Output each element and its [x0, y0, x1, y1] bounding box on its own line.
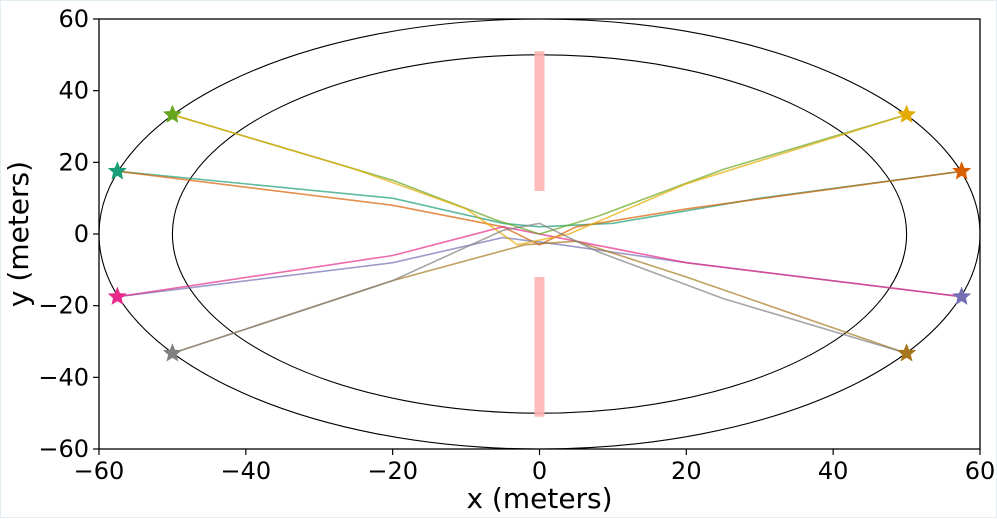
y-tick-label-6: 60 — [58, 5, 89, 33]
trajectories — [117, 113, 962, 355]
y-tick-label-4: 20 — [58, 148, 89, 176]
trajectory-6 — [172, 113, 907, 246]
trajectory-8 — [172, 222, 907, 355]
obstacle-bar-2 — [534, 277, 545, 417]
obstacle-bar-1 — [534, 51, 545, 191]
obstacles — [534, 51, 545, 417]
trajectory-2 — [117, 170, 962, 246]
y-tick-label-5: 40 — [58, 77, 89, 105]
y-tick-label-1: −40 — [38, 363, 89, 391]
start-star-5 — [162, 104, 183, 123]
start-star-2 — [952, 161, 972, 180]
start-star-4 — [107, 286, 127, 305]
x-tick-label-0: −60 — [74, 457, 125, 485]
x-tick-label-6: 60 — [965, 457, 996, 485]
y-axis-ticks: −60 −40 −20 0 20 40 60 — [38, 5, 99, 463]
start-markers — [107, 104, 972, 362]
y-tick-label-0: −60 — [38, 435, 89, 463]
start-star-1 — [107, 161, 127, 180]
x-tick-label-4: 20 — [671, 457, 702, 485]
start-star-6 — [896, 104, 917, 123]
x-tick-label-3: 0 — [532, 457, 547, 485]
y-axis-label: y (meters) — [2, 161, 35, 307]
x-tick-label-5: 40 — [818, 457, 849, 485]
x-axis-label: x (meters) — [466, 482, 612, 515]
trajectory-5 — [172, 113, 907, 235]
start-star-3 — [952, 286, 972, 305]
x-tick-label-2: −20 — [367, 457, 418, 485]
x-tick-label-1: −40 — [221, 457, 272, 485]
y-tick-label-3: 0 — [74, 220, 89, 248]
start-star-7 — [896, 343, 917, 362]
start-star-8 — [162, 343, 183, 362]
x-axis-ticks: −60 −40 −20 0 20 40 60 — [74, 449, 996, 485]
y-tick-label-2: −20 — [38, 292, 89, 320]
